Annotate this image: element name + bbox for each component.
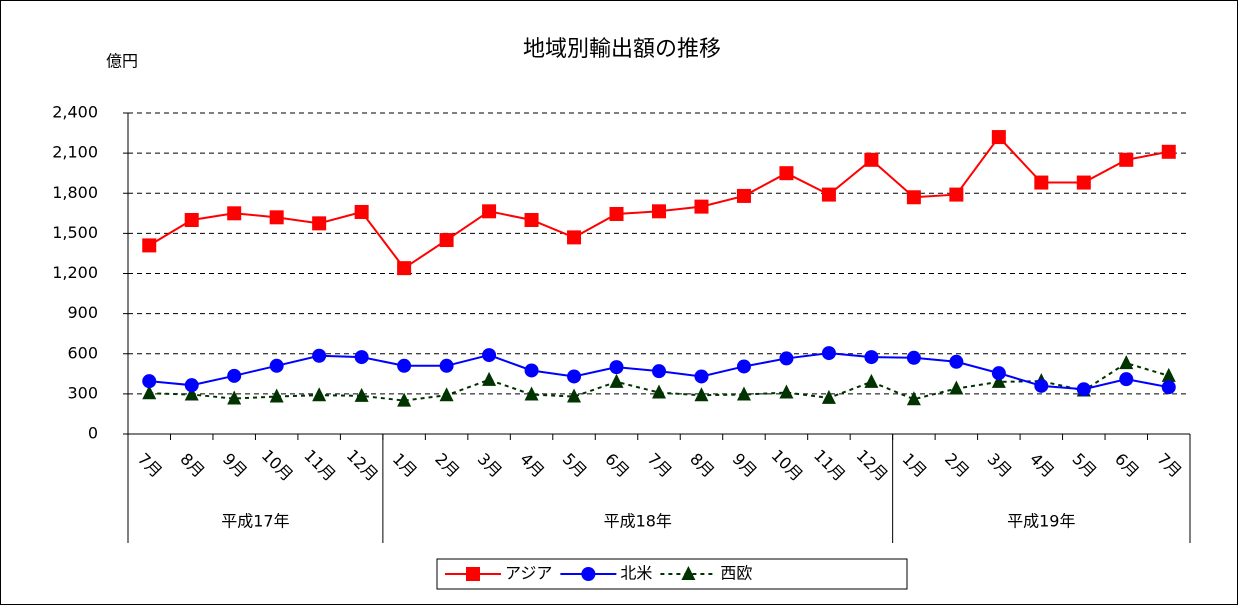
y-tick-label: 2,100 <box>52 143 98 162</box>
legend-marker <box>466 567 480 581</box>
legend-marker <box>581 567 596 581</box>
data-point <box>609 360 624 375</box>
data-point <box>1119 152 1134 167</box>
y-tick-label: 300 <box>67 383 98 402</box>
data-point <box>906 350 921 365</box>
data-point <box>482 348 497 363</box>
legend-marker <box>681 566 696 580</box>
data-point <box>354 387 369 402</box>
data-point <box>312 216 327 231</box>
data-point <box>397 261 412 276</box>
data-point <box>1034 378 1049 393</box>
data-point <box>1076 382 1091 397</box>
y-tick-label: 1,800 <box>52 183 98 202</box>
data-point <box>694 199 709 214</box>
data-point <box>227 390 242 405</box>
legend-label: 北米 <box>620 564 652 583</box>
group-label: 平成17年 <box>221 512 289 531</box>
data-point <box>906 391 921 406</box>
data-point <box>524 386 539 401</box>
data-point <box>736 359 751 374</box>
data-point <box>1161 144 1176 159</box>
data-point <box>184 386 199 401</box>
data-point <box>439 358 454 373</box>
group-label: 平成19年 <box>1007 512 1075 531</box>
data-point <box>1119 355 1134 370</box>
y-tick-label: 0 <box>88 424 98 443</box>
data-point <box>524 363 539 378</box>
data-point <box>142 374 157 389</box>
data-point <box>694 387 709 402</box>
data-point <box>312 387 327 402</box>
data-point <box>1034 175 1049 190</box>
y-unit: 億円 <box>106 52 138 71</box>
data-point <box>694 369 709 384</box>
data-point <box>864 350 879 365</box>
y-tick-label: 1,500 <box>52 223 98 242</box>
y-tick-label: 1,200 <box>52 263 98 282</box>
data-point <box>1161 380 1176 395</box>
data-point <box>524 213 539 227</box>
data-point <box>567 388 582 403</box>
data-point <box>397 392 412 407</box>
data-point <box>906 190 921 205</box>
data-point <box>652 204 666 219</box>
data-point <box>864 152 879 167</box>
data-point <box>482 371 497 386</box>
data-point <box>142 238 157 253</box>
data-point <box>312 348 327 363</box>
data-point <box>269 388 284 403</box>
y-tick-label: 2,400 <box>52 103 98 122</box>
data-point <box>949 354 964 369</box>
data-point <box>439 233 454 248</box>
data-point <box>567 230 582 245</box>
data-point <box>227 206 242 221</box>
data-point <box>1119 372 1134 387</box>
data-point <box>821 389 836 404</box>
data-point <box>779 384 794 399</box>
data-point <box>609 373 624 388</box>
data-point <box>184 378 199 393</box>
data-point <box>991 366 1006 381</box>
chart-title: 地域別輸出額の推移 <box>523 37 721 62</box>
y-tick-label: 900 <box>67 303 98 322</box>
data-point <box>354 350 369 365</box>
data-point <box>184 213 199 227</box>
group-label: 平成18年 <box>604 512 672 531</box>
y-tick-label: 600 <box>67 343 98 362</box>
data-point <box>227 368 242 383</box>
data-point <box>652 384 666 399</box>
data-point <box>1161 367 1176 382</box>
data-point <box>439 387 454 402</box>
data-point <box>991 130 1006 145</box>
legend-label: アジア <box>505 564 552 583</box>
data-point <box>397 358 412 373</box>
legend: アジア 北米 西欧 <box>436 558 908 590</box>
data-point <box>949 187 964 202</box>
data-point <box>142 385 157 400</box>
data-point <box>736 386 751 401</box>
data-point <box>354 204 369 219</box>
data-point <box>779 351 794 366</box>
data-point <box>482 204 497 219</box>
data-point <box>779 166 794 181</box>
legend-label: 西欧 <box>720 564 752 583</box>
data-point <box>269 358 284 373</box>
data-point <box>1076 175 1091 190</box>
data-point <box>567 369 582 384</box>
data-point <box>652 364 666 379</box>
data-point <box>821 187 836 202</box>
data-point <box>736 188 751 203</box>
data-point <box>864 373 879 388</box>
data-point <box>269 210 284 225</box>
data-point <box>821 346 836 361</box>
data-point <box>949 380 964 395</box>
data-point <box>609 206 624 221</box>
data-point <box>991 373 1006 388</box>
